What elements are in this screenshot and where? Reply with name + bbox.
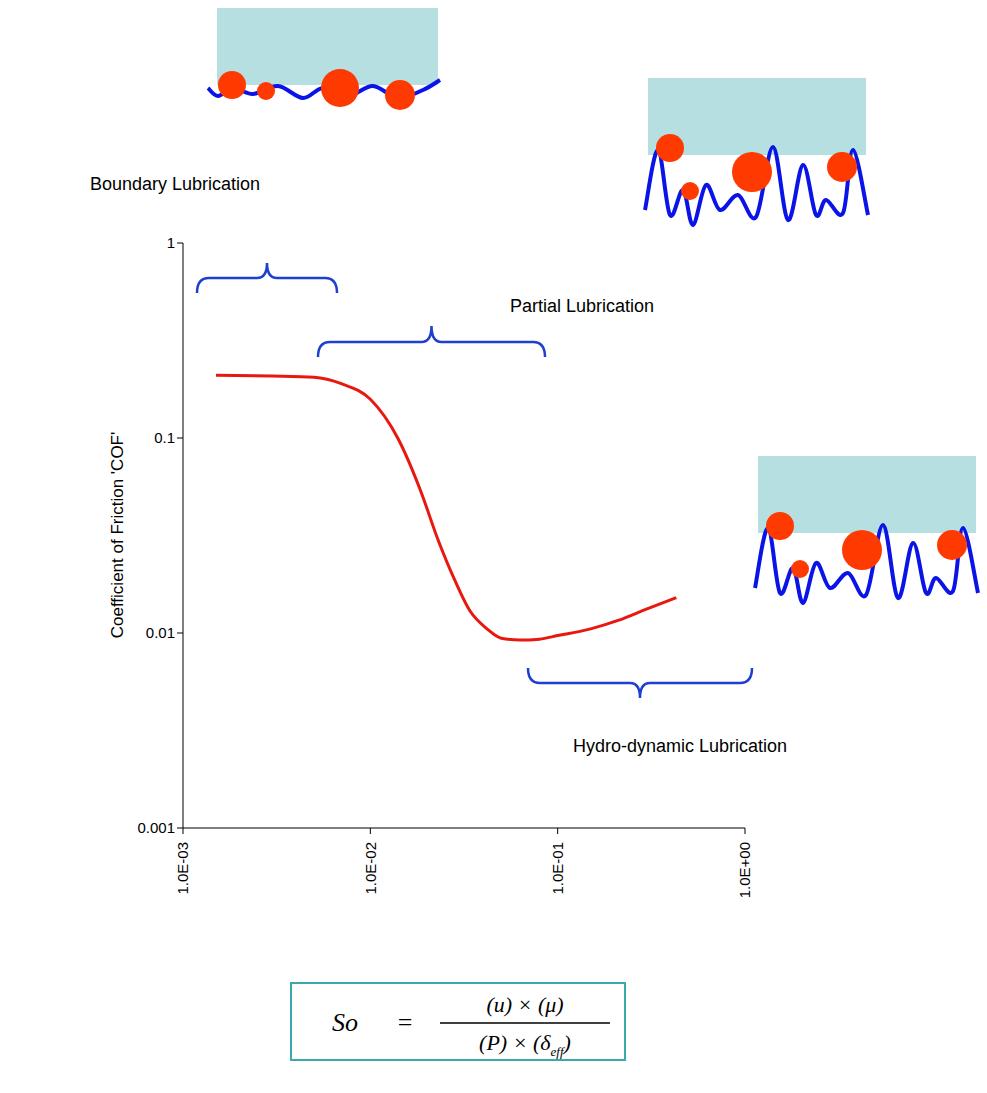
svg-text:Partial Lubrication: Partial Lubrication [510, 296, 654, 316]
svg-text:(u) × (μ): (u) × (μ) [486, 992, 563, 1017]
svg-text:1: 1 [167, 234, 175, 251]
svg-text:Boundary Lubrication: Boundary Lubrication [90, 174, 260, 194]
svg-text:=: = [398, 1008, 413, 1037]
svg-text:1.0E+00: 1.0E+00 [736, 842, 753, 898]
svg-text:0.1: 0.1 [154, 429, 175, 446]
svg-text:(P) × (δeff): (P) × (δeff) [479, 1030, 571, 1059]
svg-text:So: So [332, 1008, 358, 1037]
svg-text:Hydro-dynamic Lubrication: Hydro-dynamic Lubrication [573, 736, 787, 756]
svg-text:Coefficient of Friction 'COF': Coefficient of Friction 'COF' [108, 432, 127, 638]
svg-text:1.0E-02: 1.0E-02 [362, 842, 379, 895]
svg-text:1.0E-01: 1.0E-01 [549, 842, 566, 895]
svg-text:0.001: 0.001 [137, 819, 175, 836]
svg-text:1.0E-03: 1.0E-03 [174, 842, 191, 895]
svg-text:0.01: 0.01 [146, 624, 175, 641]
